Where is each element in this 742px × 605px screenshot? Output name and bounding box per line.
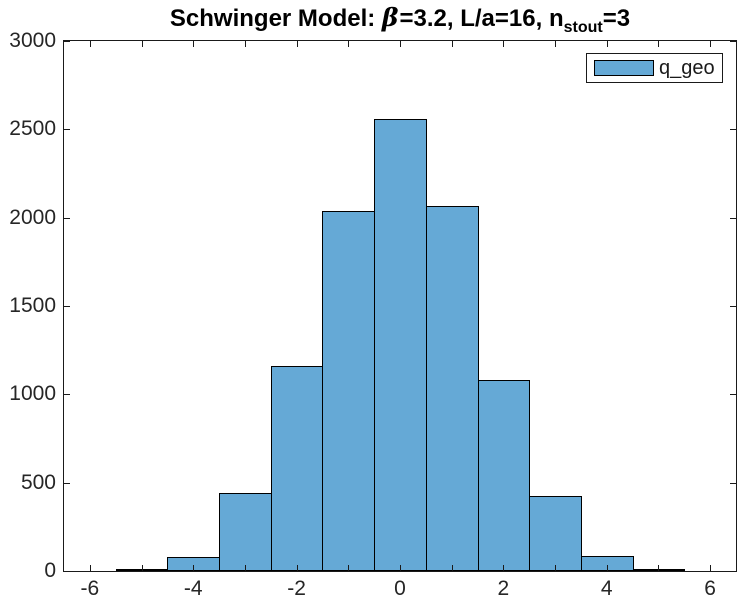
x-tick-top xyxy=(193,41,195,47)
x-tick-top xyxy=(606,41,608,47)
y-tick-right xyxy=(730,394,736,396)
chart-title: Schwinger Model: β=3.2, L/a=16, nstout=3 xyxy=(63,3,737,37)
y-tick xyxy=(64,217,70,219)
x-tick-top xyxy=(348,41,350,47)
y-tick xyxy=(64,306,70,307)
x-tick xyxy=(503,565,505,571)
x-tick-top xyxy=(555,41,557,47)
y-tick-label: 2000 xyxy=(9,205,56,229)
histogram-bar xyxy=(425,206,479,571)
title-subscript: stout xyxy=(563,18,603,36)
y-tick xyxy=(64,129,70,131)
x-tick xyxy=(451,565,453,571)
y-tick-label: 3000 xyxy=(9,29,56,52)
x-tick-top xyxy=(400,41,401,47)
legend-swatch xyxy=(594,60,654,76)
x-tick xyxy=(193,565,195,571)
y-tick-label: 1500 xyxy=(9,294,56,317)
x-tick xyxy=(710,565,712,571)
histogram-bar xyxy=(374,118,427,571)
histogram-bar xyxy=(477,380,531,571)
x-tick xyxy=(348,565,350,571)
histogram-bar xyxy=(219,493,272,571)
legend: q_geo xyxy=(586,53,723,83)
plot-area xyxy=(63,40,737,572)
x-tick-label: 4 xyxy=(600,577,613,600)
y-tick-right xyxy=(730,41,736,42)
beta-symbol: β xyxy=(381,3,399,32)
x-tick xyxy=(89,565,91,571)
x-tick-top xyxy=(141,41,143,47)
y-tick-right xyxy=(730,129,736,131)
y-tick xyxy=(64,41,70,42)
y-tick xyxy=(64,482,70,484)
x-tick xyxy=(606,565,608,571)
y-tick-label: 0 xyxy=(44,559,56,582)
y-tick xyxy=(64,394,70,396)
title-text-3: =3 xyxy=(602,5,631,32)
x-tick-top xyxy=(503,41,505,47)
x-tick xyxy=(244,565,246,571)
y-tick-right xyxy=(730,571,736,572)
y-tick-label: 1000 xyxy=(9,382,56,406)
histogram-bar xyxy=(322,210,376,571)
x-tick-label: 0 xyxy=(394,577,406,600)
legend-label: q_geo xyxy=(659,57,715,79)
x-tick-top xyxy=(89,41,91,47)
x-tick xyxy=(296,565,298,571)
y-tick-label: 2500 xyxy=(9,117,56,141)
x-tick-top xyxy=(710,41,712,47)
x-tick xyxy=(555,565,557,571)
x-tick-label: 6 xyxy=(704,577,716,600)
x-tick-label: 2 xyxy=(497,577,510,600)
y-tick-right xyxy=(730,217,736,219)
x-tick xyxy=(658,565,660,571)
title-text-1: Schwinger Model: xyxy=(169,5,382,32)
y-tick-right xyxy=(730,482,736,484)
x-tick-label: -2 xyxy=(287,577,306,600)
title-text-2: =3.2, L/a=16, n xyxy=(399,5,564,32)
y-tick xyxy=(64,571,70,572)
x-tick xyxy=(400,565,401,571)
x-tick-label: -6 xyxy=(80,577,100,600)
x-tick-top xyxy=(244,41,246,47)
histogram-bar xyxy=(529,495,582,571)
histogram-bar xyxy=(270,366,324,571)
x-tick xyxy=(141,565,143,571)
x-tick-top xyxy=(296,41,298,47)
x-tick-top xyxy=(451,41,453,47)
y-tick-label: 500 xyxy=(20,470,56,494)
x-tick-top xyxy=(658,41,660,47)
y-tick-right xyxy=(730,306,736,307)
x-tick-label: -4 xyxy=(183,577,203,600)
